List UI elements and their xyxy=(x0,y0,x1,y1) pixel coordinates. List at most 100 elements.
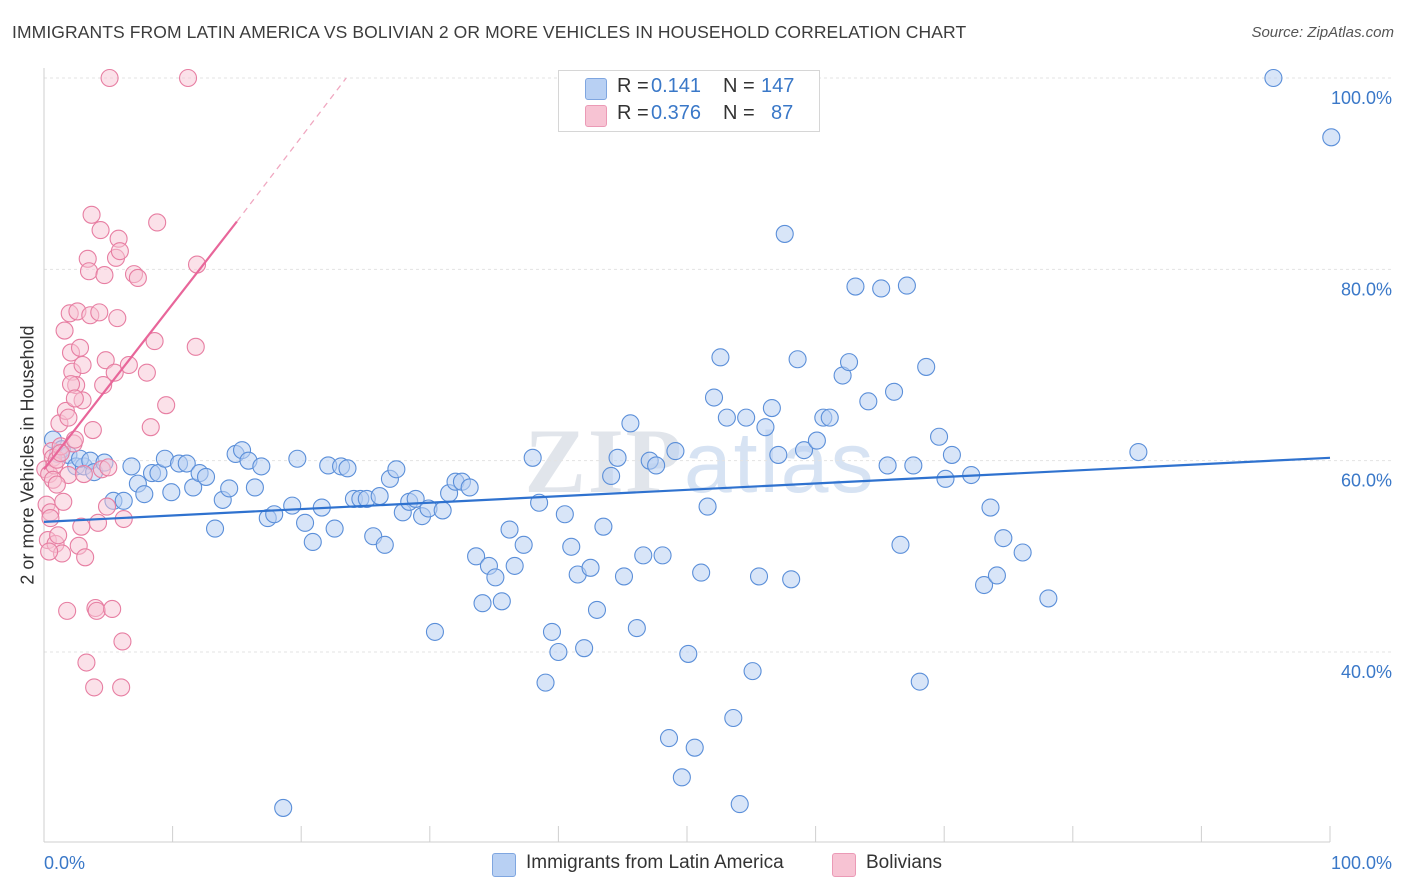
data-point-immigrants xyxy=(549,642,568,662)
data-point-immigrants xyxy=(283,496,302,515)
data-point-immigrants xyxy=(666,442,685,461)
bottom-legend-label-immigrants: Immigrants from Latin America xyxy=(526,852,784,873)
data-point-immigrants xyxy=(387,460,406,479)
data-point-immigrants xyxy=(1013,543,1032,562)
data-point-immigrants xyxy=(936,469,955,488)
data-point-immigrants xyxy=(542,622,562,641)
data-point-immigrants xyxy=(325,519,344,538)
data-point-bolivians xyxy=(178,68,198,88)
data-point-immigrants xyxy=(981,498,1000,517)
data-point-immigrants xyxy=(659,729,679,748)
data-point-immigrants xyxy=(910,672,929,691)
data-point-bolivians xyxy=(54,492,73,511)
x-tick-label: 0.0% xyxy=(44,853,85,873)
x-tick-label: 100.0% xyxy=(1331,853,1392,873)
data-point-bolivians xyxy=(47,475,66,494)
data-point-bolivians xyxy=(79,262,99,281)
data-point-immigrants xyxy=(338,459,357,478)
legend-n-label: N = xyxy=(723,102,755,124)
y-tick-label: 80.0% xyxy=(1341,279,1392,299)
data-point-immigrants xyxy=(587,600,607,619)
data-point-bolivians xyxy=(99,458,118,477)
data-point-immigrants xyxy=(523,448,542,467)
data-point-immigrants xyxy=(303,532,322,552)
data-point-immigrants xyxy=(621,414,640,433)
data-point-bolivians xyxy=(87,601,106,620)
data-point-bolivians xyxy=(105,363,124,382)
data-point-immigrants xyxy=(679,644,698,663)
bottom-legend-label-bolivians: Bolivians xyxy=(866,852,943,873)
data-point-bolivians xyxy=(74,465,93,484)
data-point-immigrants xyxy=(807,431,826,450)
data-point-bolivians xyxy=(85,678,104,697)
data-point-immigrants xyxy=(473,594,492,613)
y-tick-label: 40.0% xyxy=(1341,662,1392,682)
data-point-immigrants xyxy=(872,279,891,298)
data-point-immigrants xyxy=(1129,443,1148,462)
legend-n-label: N = xyxy=(723,75,755,97)
data-point-immigrants xyxy=(1322,128,1341,147)
data-point-immigrants xyxy=(486,568,505,587)
series-immigrants-points xyxy=(43,68,1341,817)
source-label: Source: ZipAtlas.com xyxy=(1251,24,1394,41)
data-point-bolivians xyxy=(65,389,84,408)
data-point-immigrants xyxy=(724,708,743,728)
data-point-immigrants xyxy=(647,456,666,475)
trend-lines xyxy=(43,77,1331,523)
data-point-bolivians xyxy=(110,242,129,261)
data-point-bolivians xyxy=(97,497,117,516)
data-point-immigrants xyxy=(942,445,961,464)
stats-legend: R = 0.141 N = 147 R = 0.376 N = 87 xyxy=(558,70,820,132)
data-point-immigrants xyxy=(975,575,994,595)
data-point-immigrants xyxy=(839,353,859,372)
data-point-immigrants xyxy=(737,408,756,427)
data-point-immigrants xyxy=(433,501,452,520)
trend-line-bolivians xyxy=(43,220,238,470)
data-point-bolivians xyxy=(83,421,102,440)
data-point-bolivians xyxy=(82,205,101,224)
data-point-bolivians xyxy=(145,332,164,351)
trend-line-bolivians-extension xyxy=(236,77,347,222)
trend-line-immigrants xyxy=(43,456,1331,523)
data-point-bolivians xyxy=(148,213,167,232)
data-point-immigrants xyxy=(177,454,196,473)
data-point-immigrants xyxy=(672,768,691,787)
data-point-immigrants xyxy=(555,505,574,524)
data-point-bolivians xyxy=(58,601,77,620)
data-point-immigrants xyxy=(930,427,949,446)
data-point-immigrants xyxy=(296,513,315,532)
data-point-immigrants xyxy=(205,519,225,538)
data-point-bolivians xyxy=(88,513,108,532)
data-point-immigrants xyxy=(994,529,1013,548)
data-point-bolivians xyxy=(157,396,176,415)
data-point-immigrants xyxy=(788,350,807,369)
data-point-immigrants xyxy=(775,224,794,243)
data-point-immigrants xyxy=(581,558,600,577)
data-point-immigrants xyxy=(756,418,775,437)
data-point-immigrants xyxy=(704,388,724,407)
data-point-bolivians xyxy=(103,599,122,619)
data-point-immigrants xyxy=(370,487,389,506)
data-point-immigrants xyxy=(135,485,154,504)
legend-r-value: 0.141 xyxy=(651,75,702,97)
data-point-bolivians xyxy=(186,337,205,356)
data-point-bolivians xyxy=(112,678,131,697)
data-point-bolivians xyxy=(49,526,68,545)
legend-r-label: R = xyxy=(617,102,649,124)
series-bolivians-points xyxy=(36,68,207,697)
bottom-legend-swatch-blue xyxy=(492,853,516,877)
data-point-bolivians xyxy=(100,68,119,88)
data-point-immigrants xyxy=(904,456,923,475)
data-point-bolivians xyxy=(73,355,92,375)
data-point-bolivians xyxy=(70,338,90,357)
data-point-immigrants xyxy=(1039,589,1058,608)
data-point-immigrants xyxy=(878,456,897,475)
data-point-immigrants xyxy=(917,357,936,376)
data-point-immigrants xyxy=(653,546,672,565)
data-point-immigrants xyxy=(375,535,394,554)
data-point-immigrants xyxy=(897,276,916,295)
data-point-immigrants xyxy=(500,520,519,539)
data-point-immigrants xyxy=(425,622,444,641)
data-point-bolivians xyxy=(77,653,96,672)
data-point-bolivians xyxy=(96,351,115,370)
